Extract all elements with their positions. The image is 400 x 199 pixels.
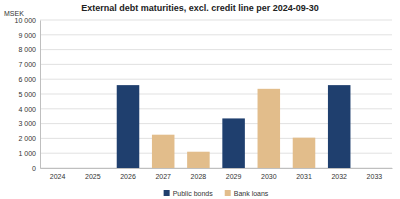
legend-label: Public bonds — [173, 190, 214, 197]
grid-line — [40, 34, 392, 35]
y-tick: 6 000 — [18, 76, 40, 83]
bar — [258, 89, 281, 168]
x-tick: 2026 — [120, 168, 136, 180]
x-tick-label: 2028 — [191, 173, 207, 180]
x-tick-label: 2031 — [296, 173, 312, 180]
y-tick: 2 000 — [18, 135, 40, 142]
bar — [187, 152, 210, 168]
x-tick: 2030 — [261, 168, 277, 180]
x-tick-label: 2030 — [261, 173, 277, 180]
y-tick: 7 000 — [18, 61, 40, 68]
y-tick: 5 000 — [18, 91, 40, 98]
y-tick-label: 6 000 — [18, 76, 36, 83]
x-tick-label: 2025 — [85, 173, 101, 180]
y-tick: 3 000 — [18, 120, 40, 127]
x-tick: 2027 — [155, 168, 171, 180]
x-axis-line — [41, 168, 393, 169]
x-tick: 2028 — [191, 168, 207, 180]
y-tick-label: 1 000 — [18, 150, 36, 157]
y-tick: 9 000 — [18, 32, 40, 39]
legend-item: Bank loans — [225, 190, 269, 197]
y-tick-label: 3 000 — [18, 120, 36, 127]
y-tick-label: 7 000 — [18, 61, 36, 68]
y-tick-label: 9 000 — [18, 32, 36, 39]
y-axis: 0 1 000 2 000 3 000 4 000 5 000 6 000 7 000 8 00… — [15, 17, 41, 172]
y-tick-label: 4 000 — [18, 106, 36, 113]
x-tick-label: 2032 — [331, 173, 347, 180]
y-axis-line — [40, 21, 41, 169]
x-tick: 2032 — [331, 168, 347, 180]
y-tick-label: 0 — [32, 165, 36, 172]
legend-swatch — [164, 190, 170, 196]
y-tick-label: 10 000 — [15, 17, 37, 24]
title: External debt maturities, excl. credit l… — [81, 3, 319, 13]
bars — [117, 85, 351, 168]
bar — [152, 135, 175, 168]
y-tick-label: 8 000 — [18, 46, 36, 53]
grid-line — [40, 20, 392, 21]
bar — [222, 118, 245, 168]
x-tick-label: 2026 — [120, 173, 136, 180]
grid-line — [40, 49, 392, 50]
y-tick: 0 — [32, 165, 40, 172]
bar — [293, 138, 316, 168]
chart: External debt maturities, excl. credit l… — [0, 0, 400, 199]
x-tick: 2024 — [50, 168, 66, 180]
legend: Public bonds Bank loans — [164, 190, 269, 197]
x-tick-label: 2024 — [50, 173, 66, 180]
y-tick: 4 000 — [18, 106, 40, 113]
x-tick-label: 2033 — [367, 173, 383, 180]
x-tick-label: 2027 — [155, 173, 171, 180]
x-tick: 2029 — [226, 168, 242, 180]
grid-line — [40, 64, 392, 65]
y-tick: 1 000 — [18, 150, 40, 157]
y-tick-label: 5 000 — [18, 91, 36, 98]
x-tick: 2033 — [367, 168, 383, 180]
plot: 0 1 000 2 000 3 000 4 000 5 000 6 000 7 000 8 00… — [15, 17, 393, 180]
x-axis: 2024 2025 2026 2027 2028 2029 2030 2031 2032 2033 — [41, 168, 393, 180]
legend-label: Bank loans — [234, 190, 269, 197]
grid-line — [40, 79, 392, 80]
grid — [40, 20, 392, 168]
x-tick: 2025 — [85, 168, 101, 180]
bar — [117, 85, 140, 168]
bar — [328, 85, 351, 168]
legend-swatch — [225, 190, 231, 196]
y-tick-label: 2 000 — [18, 135, 36, 142]
x-tick-label: 2029 — [226, 173, 242, 180]
legend-item: Public bonds — [164, 190, 214, 197]
y-tick: 8 000 — [18, 46, 40, 53]
y-tick: 10 000 — [15, 17, 40, 24]
x-tick: 2031 — [296, 168, 312, 180]
